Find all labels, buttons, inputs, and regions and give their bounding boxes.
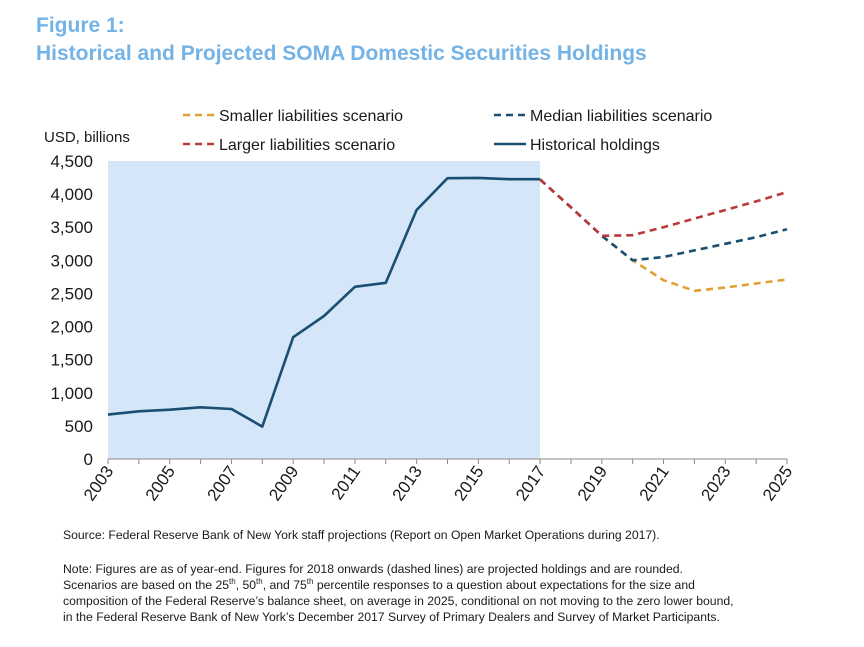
x-tick-label: 2017: [512, 462, 549, 504]
legend-label: Historical holdings: [530, 137, 660, 154]
x-tick-label: 2015: [450, 462, 487, 504]
y-tick-label: 4,000: [50, 185, 93, 204]
source-note: Source: Federal Reserve Bank of New York…: [63, 528, 660, 542]
x-tick-label: 2021: [636, 462, 673, 504]
x-tick-label: 2007: [203, 462, 240, 504]
y-tick-label: 2,500: [50, 284, 93, 303]
x-tick-label: 2011: [328, 462, 365, 503]
series-line: [539, 178, 788, 293]
legend-label: Median liabilities scenario: [530, 108, 712, 125]
figure-label: Figure 1:: [36, 14, 125, 37]
x-tick-label: 2013: [389, 462, 426, 504]
series-line: [539, 178, 788, 262]
x-tick-label: 2019: [574, 462, 611, 504]
y-tick-label: 0: [84, 450, 93, 469]
x-tick-label: 2023: [697, 462, 734, 504]
note-line-4: in the Federal Reserve Bank of New York’…: [63, 610, 720, 624]
y-tick-label: 500: [65, 417, 93, 436]
legend-label: Smaller liabilities scenario: [219, 108, 403, 125]
y-tick-label: 3,000: [50, 251, 93, 270]
x-tick-label: 2005: [142, 462, 179, 504]
y-tick-label: 1,000: [50, 384, 93, 403]
note-line-1: Note: Figures are as of year-end. Figure…: [63, 562, 683, 576]
y-tick-label: 4,500: [50, 152, 93, 171]
note-line-3: composition of the Federal Reserve’s bal…: [63, 594, 734, 608]
series-line: [539, 178, 788, 238]
chart-title: Historical and Projected SOMA Domestic S…: [36, 42, 647, 65]
x-tick-label: 2009: [265, 462, 302, 504]
y-tick-label: 3,500: [50, 218, 93, 237]
y-tick-label: 1,500: [50, 351, 93, 370]
x-tick-label: 2025: [759, 462, 796, 504]
series-line: [107, 176, 541, 428]
historical-shaded-region: [108, 161, 541, 459]
chart-note: Note: Figures are as of year-end. Figure…: [63, 561, 853, 625]
note-line-2: Scenarios are based on the 25th, 50th, a…: [63, 576, 695, 592]
y-tick-label: 2,000: [50, 318, 93, 337]
line-chart: USD, billions 0 500 1,000 1,500 2,000 2,500 3,0…: [44, 108, 796, 504]
legend-label: Larger liabilities scenario: [219, 137, 395, 154]
y-axis-label: USD, billions: [44, 129, 130, 146]
